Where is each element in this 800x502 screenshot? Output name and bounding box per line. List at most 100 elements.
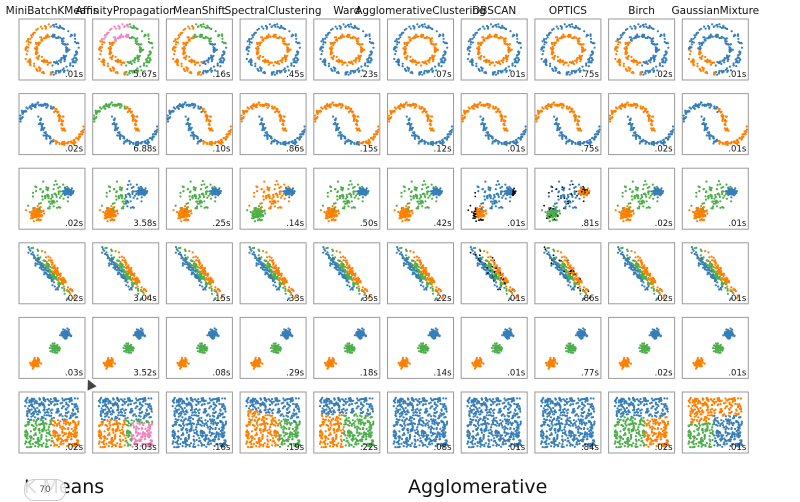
data-point [127,35,130,38]
data-point [632,134,635,137]
data-point [287,69,290,72]
data-point [542,107,545,110]
data-point [647,26,650,29]
data-point [122,207,125,210]
data-point [744,132,747,135]
data-point [272,140,275,143]
data-point [123,71,126,74]
data-point [423,69,426,73]
data-point [112,67,115,70]
scatter-panel: .02s [18,167,86,230]
data-point [509,49,512,52]
data-point [346,140,349,143]
data-point [25,40,28,43]
data-point [185,41,188,44]
data-point [727,56,730,59]
data-point [672,128,675,131]
data-point [115,198,118,201]
data-point [324,37,327,40]
data-point [664,61,667,64]
data-point [560,27,563,30]
data-point [330,45,333,48]
data-point [740,46,744,49]
data-point [551,47,554,51]
data-point [219,65,222,68]
data-point [59,36,62,39]
data-point [59,61,63,64]
data-point [571,61,574,64]
data-point [497,61,500,64]
data-point [186,119,190,122]
data-point [117,195,120,198]
data-point [40,55,44,59]
data-point [122,61,125,64]
data-point [249,61,253,64]
data-point [179,32,182,35]
data-point [663,40,666,44]
data-point [432,43,435,46]
data-point [445,42,448,45]
data-point [625,56,628,59]
data-point [652,129,655,132]
data-point [221,33,224,36]
data-point [476,106,479,109]
data-point [701,104,704,107]
data-point [353,24,356,27]
data-point [330,68,333,72]
data-point [141,188,144,191]
data-point [80,130,83,133]
data-point [356,124,359,127]
timing-label: .75s [581,70,600,80]
data-point [202,72,205,75]
data-point [275,139,278,143]
data-point [692,64,696,67]
data-point [207,57,210,60]
data-point [131,113,134,116]
data-point [535,120,538,123]
data-point [451,128,454,131]
data-point [119,193,123,196]
data-point [279,142,282,145]
data-point [118,27,121,30]
data-point [555,122,558,125]
data-point [121,200,124,203]
data-point [240,114,243,117]
data-point [628,67,631,70]
data-point [63,129,66,132]
data-point [579,56,583,59]
data-point [189,60,192,63]
panel-frame [18,18,86,81]
data-point [172,110,175,113]
data-point [30,34,33,37]
data-point [117,37,120,40]
data-point [39,25,42,28]
data-point [222,137,225,140]
data-point [560,60,563,63]
clustering-comparison-grid: MiniBatchKMeansAffinityPropagationMeanSh… [6,5,759,454]
data-point [107,206,110,210]
data-point [419,64,423,67]
data-point [430,37,433,41]
data-point [37,218,40,221]
data-point [500,142,503,145]
data-point [38,202,41,205]
data-point [643,107,647,110]
data-point [282,120,285,123]
data-point [553,115,556,118]
data-point [202,139,205,143]
data-point [281,26,284,29]
data-point [221,61,225,64]
data-point [281,57,284,60]
data-point [332,104,336,107]
data-point [389,117,392,120]
data-point [282,37,285,41]
data-point [644,36,647,40]
data-point [331,27,334,30]
data-point [565,71,569,74]
data-point [279,71,282,74]
data-point [634,27,637,30]
data-point [39,206,42,209]
data-point [175,40,178,44]
data-point [413,135,416,138]
data-point [128,36,131,40]
